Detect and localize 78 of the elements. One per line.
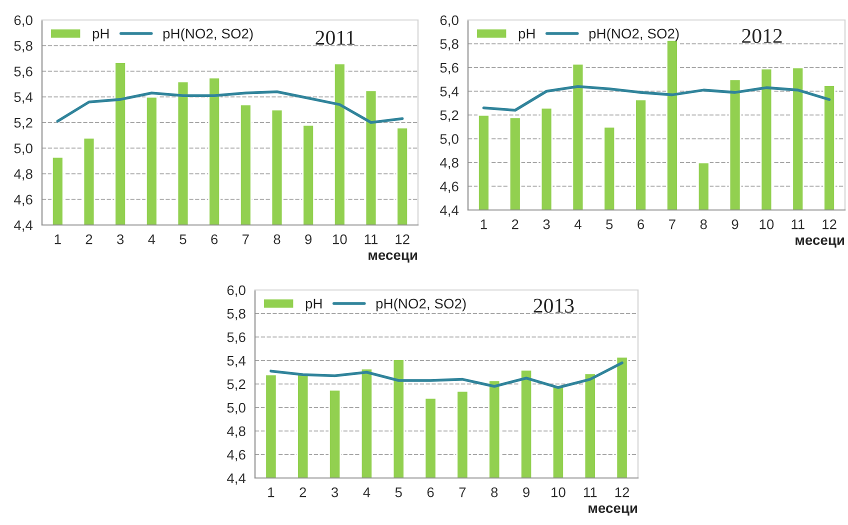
y-tick-label: 5,8 — [440, 39, 458, 51]
y-tick-label: 6,0 — [227, 285, 246, 297]
y-tick-label: 5,8 — [227, 308, 246, 320]
x-tick-label: 4 — [148, 234, 156, 244]
x-axis-title: месеци — [588, 505, 638, 516]
y-tick-label: 5,0 — [440, 134, 458, 146]
line-series — [270, 361, 624, 389]
x-tick-label: 7 — [242, 234, 249, 244]
x-tick-label: 8 — [700, 219, 707, 230]
x-tick-label: 1 — [268, 488, 274, 498]
y-tick-label: 4,4 — [440, 205, 459, 217]
x-tick-label: 12 — [396, 234, 410, 244]
y-tick-label: 5,0 — [227, 402, 246, 414]
x-tick-label: 5 — [606, 220, 613, 230]
y-tick-label: 5,4 — [227, 356, 246, 368]
y-tick-label: 4,4 — [226, 473, 246, 485]
legend-label: pH(NO2, SO2) — [163, 28, 253, 42]
y-tick-label: 4,6 — [226, 450, 246, 462]
x-tick-label: 6 — [638, 219, 644, 230]
y-tick-label: 5,2 — [14, 118, 32, 130]
x-tick-label: 9 — [732, 219, 738, 230]
y-tick-label: 6,0 — [14, 15, 32, 27]
x-tick-label: 3 — [543, 219, 550, 230]
x-tick-label: 8 — [274, 234, 280, 244]
y-tick-label: 5,2 — [440, 110, 458, 122]
x-tick-label: 6 — [211, 234, 218, 244]
x-tick-label: 9 — [523, 487, 530, 498]
line-series — [482, 85, 831, 112]
legend-label: pH(NO2, SO2) — [589, 28, 679, 42]
annotation: 2013 — [534, 298, 574, 313]
line-series — [56, 90, 404, 124]
y-tick-label: 4,8 — [226, 426, 246, 438]
x-tick-label: 7 — [669, 220, 676, 230]
legend-label: pH — [306, 298, 322, 312]
x-tick-label: 5 — [395, 488, 402, 498]
x-tick-label: 5 — [180, 234, 186, 244]
y-tick-label: 5,0 — [14, 143, 32, 155]
x-tick-label: 11 — [364, 234, 378, 244]
annotation: 2012 — [742, 28, 782, 44]
y-tick-label: 5,2 — [227, 379, 246, 391]
y-tick-label: 6,0 — [440, 15, 458, 27]
y-tick-label: 4,6 — [14, 194, 32, 206]
x-tick-label: 12 — [822, 219, 836, 230]
x-tick-label: 2 — [86, 234, 92, 244]
y-tick-label: 5,6 — [227, 332, 246, 344]
x-tick-label: 11 — [792, 220, 804, 230]
x-tick-label: 10 — [552, 487, 566, 498]
legend-label: pH — [518, 28, 535, 42]
x-tick-label: 9 — [305, 234, 312, 244]
x-tick-label: 8 — [491, 487, 498, 498]
x-axis-title: месеци — [796, 237, 844, 248]
y-tick-label: 5,6 — [440, 62, 458, 74]
y-tick-label: 5,8 — [14, 40, 32, 52]
y-tick-label: 4,6 — [440, 182, 458, 194]
y-tick-label: 4,8 — [14, 169, 32, 181]
x-tick-label: 4 — [574, 220, 582, 230]
y-tick-label: 5,6 — [14, 66, 32, 78]
x-tick-label: 7 — [459, 488, 466, 498]
x-tick-label: 10 — [333, 234, 347, 244]
x-tick-label: 12 — [615, 487, 630, 498]
x-tick-label: 1 — [54, 234, 61, 244]
x-tick-label: 4 — [363, 488, 370, 498]
y-tick-label: 5,4 — [14, 92, 33, 104]
y-tick-label: 4,4 — [14, 220, 33, 232]
y-tick-label: 5,4 — [440, 86, 459, 98]
x-tick-label: 3 — [331, 487, 338, 498]
legend-label: pH — [92, 28, 109, 42]
x-tick-label: 2 — [512, 219, 518, 230]
x-tick-label: 2 — [300, 487, 306, 498]
annotation: 2011 — [316, 30, 354, 45]
x-tick-label: 6 — [427, 487, 434, 498]
x-tick-label: 3 — [117, 234, 124, 244]
x-axis-title: месеци — [368, 252, 418, 263]
x-tick-label: 10 — [760, 219, 774, 230]
legend-label: pH(NO2, SO2) — [376, 298, 466, 312]
x-tick-label: 1 — [480, 220, 487, 230]
x-tick-label: 11 — [584, 488, 597, 498]
y-tick-label: 4,8 — [440, 158, 458, 170]
